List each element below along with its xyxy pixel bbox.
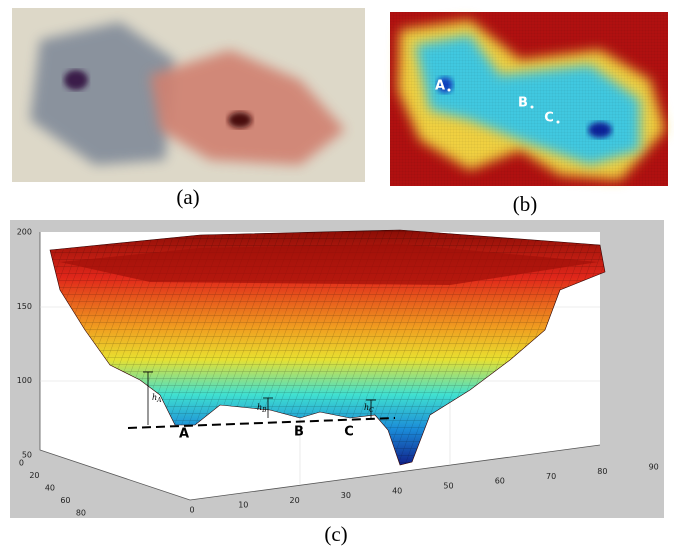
z-tick-label: 100 [17, 376, 32, 385]
panel-caption: (b) [513, 192, 538, 216]
panel-caption: (a) [176, 185, 199, 209]
x-tick-label: 70 [546, 472, 556, 481]
point-label: B [294, 425, 304, 440]
point-label: A [435, 79, 445, 94]
point-label: C [344, 425, 354, 440]
point-marker [531, 106, 534, 109]
x-tick-label: 20 [290, 496, 300, 505]
x-tick-label: 40 [392, 486, 402, 495]
figure-canvas: (a)(b)(c)ABCABChAhBhC5010015020001020304… [0, 0, 674, 548]
point-label: B [518, 96, 528, 111]
x-tick-label: 30 [341, 491, 351, 500]
x-tick-label: 50 [443, 482, 453, 491]
figure: (a)(b)(c)ABCABChAhBhC5010015020001020304… [0, 0, 674, 548]
x-tick-label: 10 [238, 501, 248, 510]
y-tick-label: 40 [45, 484, 55, 493]
height-subscript: B [261, 407, 267, 414]
z-tick-label: 150 [17, 302, 32, 311]
surface-plot [10, 220, 664, 518]
y-tick-label: 80 [76, 509, 86, 518]
height-subscript: A [156, 397, 162, 404]
x-tick-label: 90 [649, 462, 659, 471]
point-label: A [179, 427, 189, 442]
point-marker [557, 121, 560, 124]
photo-a [12, 8, 365, 182]
point-label: C [544, 111, 554, 126]
y-tick-label: 20 [29, 471, 39, 480]
y-tick-label: 0 [19, 459, 24, 468]
heatmap-b [390, 12, 668, 186]
y-tick-label: 60 [60, 496, 70, 505]
panel-caption: (c) [324, 522, 347, 546]
x-tick-label: 80 [597, 467, 607, 476]
point-marker [448, 89, 451, 92]
height-subscript: C [369, 407, 374, 414]
z-tick-label: 200 [17, 228, 32, 237]
x-tick-label: 0 [189, 506, 194, 515]
x-tick-label: 60 [495, 477, 505, 486]
